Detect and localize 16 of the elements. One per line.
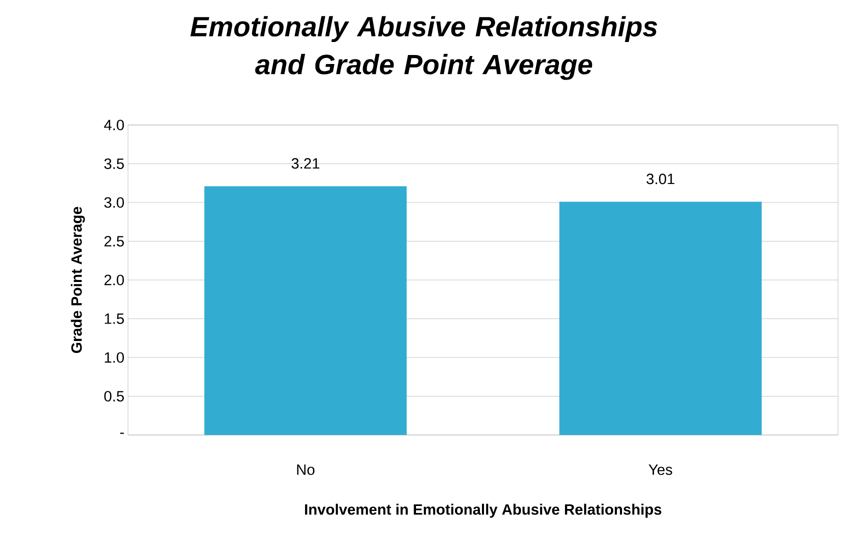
x-tick-label: No	[297, 464, 314, 475]
y-tick-label: 3.5	[104, 158, 124, 170]
y-tick-label: 2.5	[104, 236, 124, 247]
y-tick-label: 2.0	[104, 274, 124, 286]
y-tick-label: 1.0	[104, 352, 124, 363]
data-label: 3.01	[646, 174, 674, 184]
y-tick-label: 4.0	[104, 120, 124, 130]
x-tick-label: Yes	[648, 464, 672, 475]
y-axis-title: Grade Point Average	[70, 206, 85, 354]
data-label: 3.21	[292, 158, 320, 169]
y-tick-label: 3.0	[104, 197, 124, 208]
y-tick-label: -	[120, 432, 124, 434]
y-tick-label: 0.5	[104, 390, 124, 402]
y-tick-label: 1.5	[104, 314, 124, 324]
chart-title: Emotionally Abusive Relationships and Grade Point Average	[190, 16, 658, 80]
x-axis-title: Involvement in Emotionally Abusive Relationships	[305, 504, 662, 518]
